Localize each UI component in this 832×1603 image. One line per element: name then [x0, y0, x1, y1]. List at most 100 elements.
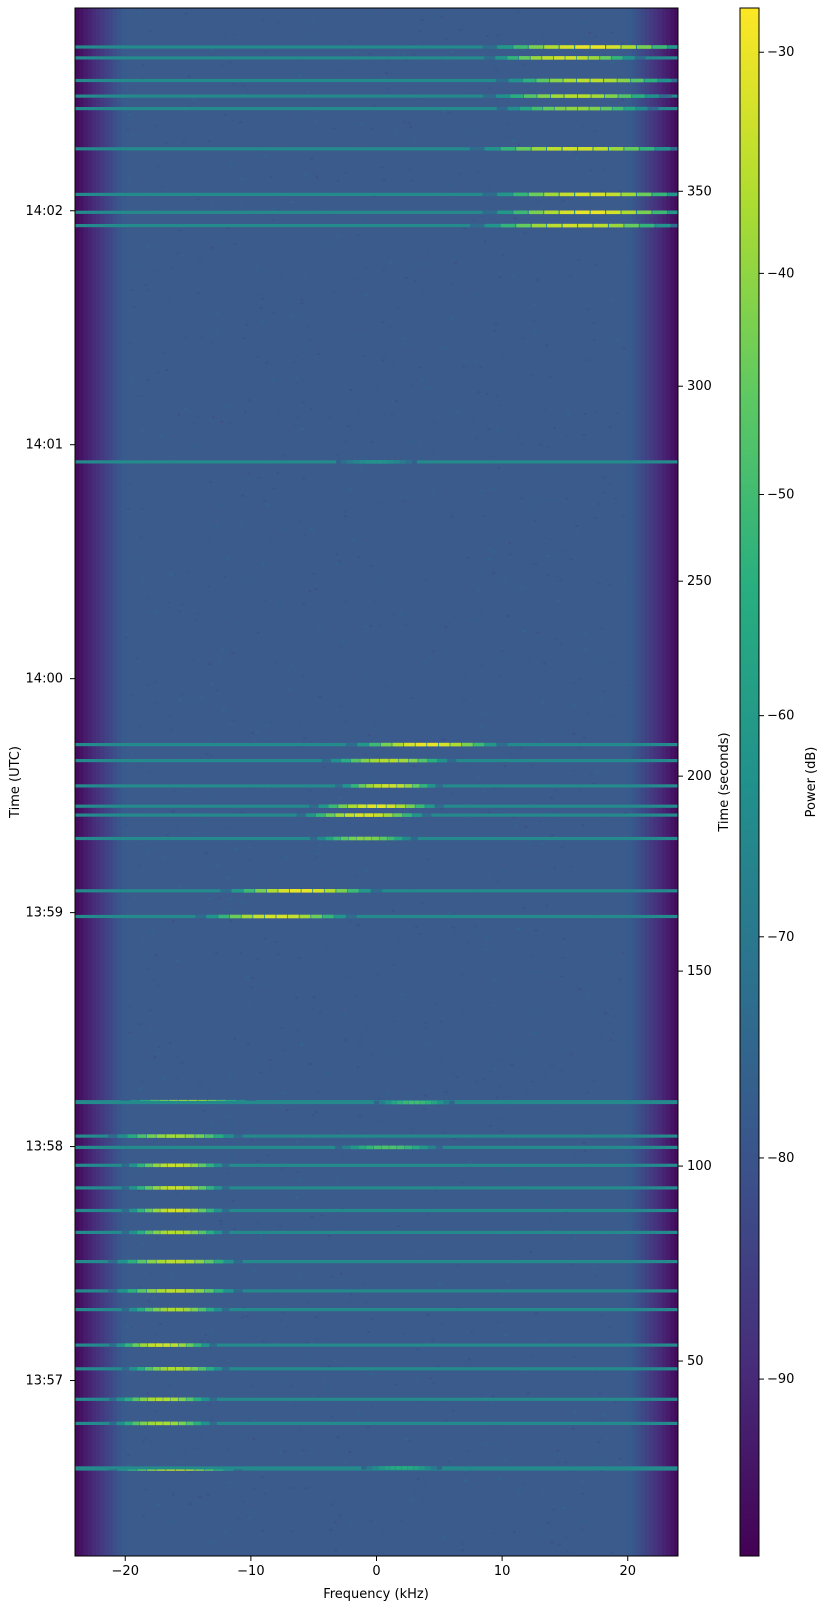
- noise-speckle: [368, 52, 372, 55]
- noise-speckle: [155, 207, 159, 210]
- burst-segment: [191, 1208, 199, 1213]
- noise-speckle: [319, 1006, 322, 1009]
- noise-speckle: [602, 168, 606, 171]
- noise-speckle: [478, 1439, 482, 1442]
- noise-speckle: [588, 81, 592, 84]
- noise-speckle: [283, 1049, 287, 1052]
- burst-segment: [199, 1230, 207, 1235]
- noise-speckle: [165, 369, 169, 372]
- burst-segment: [109, 1397, 117, 1402]
- noise-speckle: [379, 781, 383, 784]
- noise-speckle: [455, 256, 459, 259]
- noise-speckle: [424, 943, 428, 946]
- noise-speckle: [574, 530, 578, 532]
- noise-speckle: [517, 1031, 521, 1033]
- noise-speckle: [349, 1521, 353, 1524]
- noise-speckle: [161, 185, 165, 188]
- noise-speckle: [305, 627, 309, 630]
- noise-speckle: [517, 143, 521, 146]
- noise-speckle: [401, 819, 405, 822]
- noise-speckle: [443, 1132, 447, 1135]
- right-band-edge-strip: [657, 8, 662, 1556]
- noise-speckle: [327, 1365, 331, 1368]
- noise-speckle: [332, 870, 336, 873]
- noise-speckle: [572, 681, 576, 684]
- burst-segment: [144, 1307, 153, 1312]
- noise-speckle: [125, 636, 129, 639]
- noise-speckle: [599, 1133, 603, 1135]
- noise-speckle: [569, 865, 573, 868]
- noise-speckle: [231, 119, 235, 122]
- noise-speckle: [451, 907, 455, 910]
- noise-speckle: [147, 289, 150, 292]
- burst-segment: [428, 758, 438, 763]
- burst-segment: [296, 813, 306, 817]
- burst-segment: [343, 1145, 351, 1150]
- noise-speckle: [226, 227, 230, 229]
- noise-speckle: [160, 1216, 164, 1219]
- noise-speckle: [337, 234, 341, 237]
- burst-segment: [410, 836, 418, 841]
- noise-speckle: [302, 100, 306, 103]
- noise-speckle: [224, 406, 228, 409]
- noise-speckle: [425, 249, 429, 252]
- noise-speckle: [553, 807, 557, 810]
- noise-speckle: [283, 454, 287, 457]
- burst-segment: [160, 1307, 168, 1312]
- noise-speckle: [343, 1461, 347, 1464]
- noise-speckle: [143, 1523, 147, 1526]
- burst-segment: [380, 742, 392, 747]
- noise-speckle: [412, 765, 416, 767]
- noise-speckle: [364, 1025, 368, 1028]
- noise-speckle: [282, 1311, 285, 1314]
- noise-speckle: [519, 1049, 523, 1052]
- noise-speckle: [137, 864, 141, 867]
- noise-speckle: [192, 97, 195, 100]
- noise-speckle: [478, 1393, 482, 1396]
- noise-speckle: [375, 973, 379, 976]
- noise-speckle: [281, 1264, 284, 1267]
- noise-speckle: [286, 1325, 290, 1328]
- noise-speckle: [534, 929, 538, 932]
- noise-speckle: [167, 714, 171, 717]
- noise-speckle: [168, 1453, 172, 1456]
- noise-speckle: [464, 1479, 468, 1482]
- noise-speckle: [297, 520, 301, 523]
- noise-speckle: [557, 764, 561, 767]
- noise-speckle: [525, 583, 529, 586]
- noise-speckle: [127, 113, 131, 116]
- noise-speckle: [572, 704, 576, 707]
- noise-speckle: [185, 454, 189, 457]
- burst-segment: [434, 804, 444, 808]
- noise-speckle: [256, 1222, 260, 1225]
- burst-segment: [544, 210, 559, 215]
- noise-speckle: [506, 1119, 510, 1121]
- burst-segment: [393, 813, 403, 817]
- noise-speckle: [340, 1130, 344, 1133]
- noise-speckle: [359, 870, 363, 873]
- burst-segment: [590, 210, 605, 215]
- noise-speckle: [146, 684, 150, 687]
- burst-segment: [562, 223, 577, 228]
- burst-segment: [367, 804, 377, 808]
- burst-segment: [168, 1307, 176, 1312]
- burst-segment: [121, 1307, 129, 1312]
- noise-speckle: [351, 182, 355, 185]
- burst-segment: [129, 1230, 137, 1235]
- noise-speckle: [592, 412, 596, 415]
- noise-speckle: [405, 1379, 408, 1382]
- burst-segment: [346, 742, 357, 747]
- noise-speckle: [180, 1061, 184, 1064]
- noise-speckle: [391, 613, 395, 616]
- burst-segment: [321, 758, 331, 763]
- noise-speckle: [440, 232, 444, 235]
- noise-speckle: [483, 1039, 487, 1042]
- noise-speckle: [324, 1341, 328, 1344]
- burst-segment: [528, 192, 544, 197]
- burst-segment: [516, 223, 531, 228]
- noise-speckle: [141, 1243, 145, 1246]
- noise-speckle: [532, 1469, 536, 1472]
- burst-segment: [428, 784, 436, 788]
- noise-speckle: [193, 618, 197, 621]
- noise-speckle: [134, 1481, 138, 1484]
